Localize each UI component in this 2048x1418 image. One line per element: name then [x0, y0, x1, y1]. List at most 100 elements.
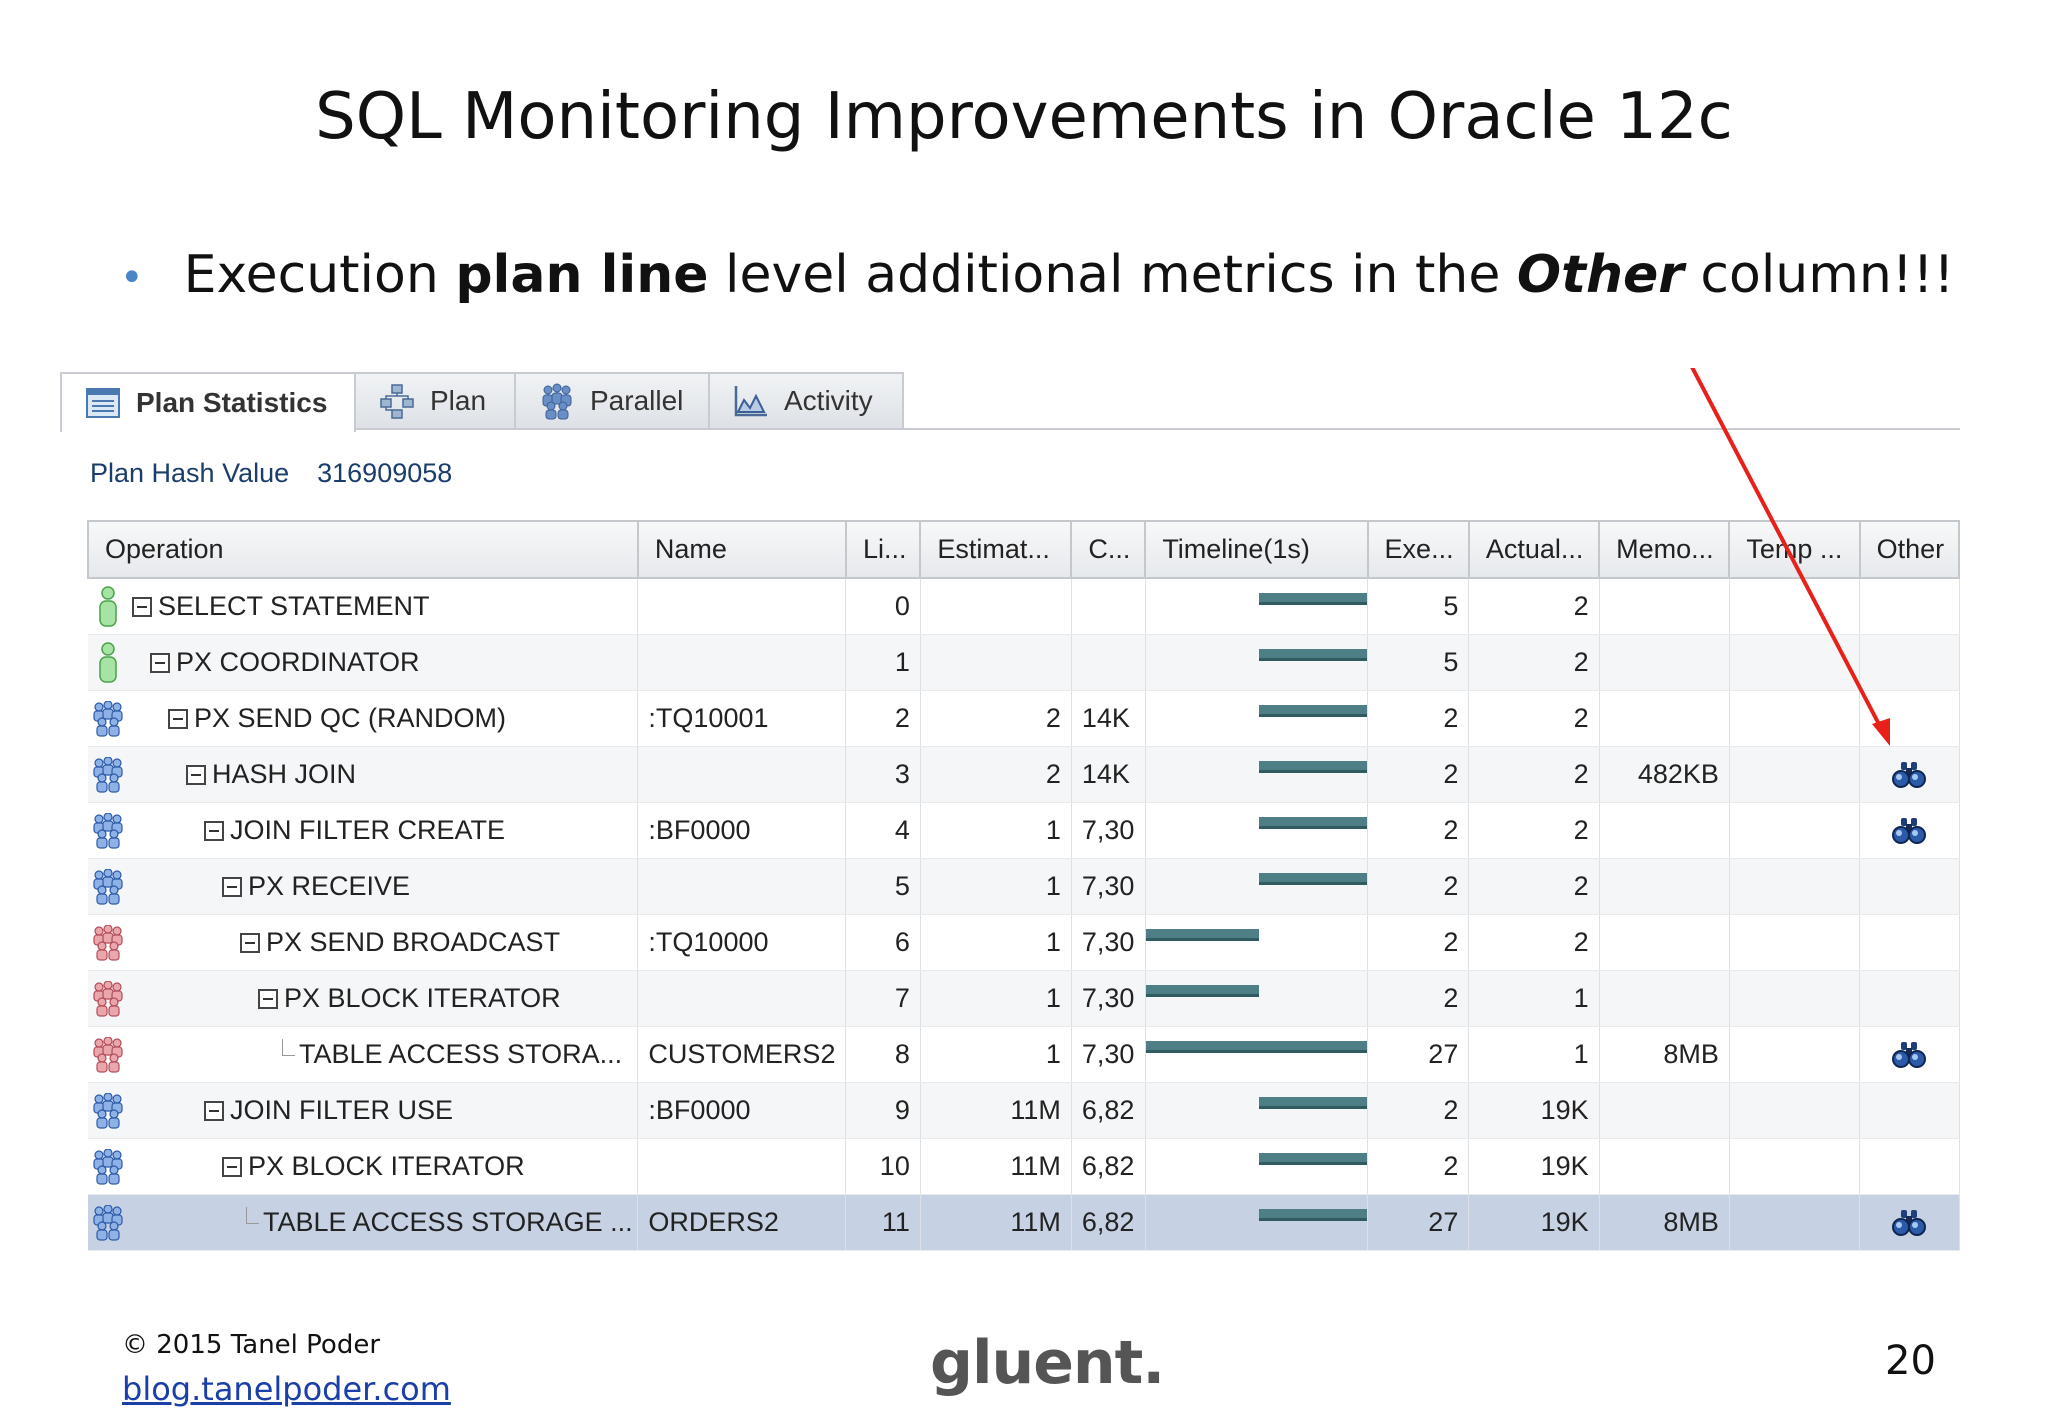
- cell-other[interactable]: [1859, 1026, 1960, 1083]
- tab-activity[interactable]: Activity: [708, 372, 904, 428]
- cell-estimated: 1: [920, 1026, 1072, 1083]
- cell-temp: [1729, 1026, 1861, 1083]
- cell-estimated: 2: [920, 746, 1072, 803]
- cell-memory: 482KB: [1599, 746, 1730, 803]
- cell-cost: 6,82: [1071, 1082, 1146, 1139]
- operation-label: JOIN FILTER CREATE: [230, 815, 506, 845]
- cell-other[interactable]: [1859, 802, 1960, 859]
- cell-operation: JOIN FILTER CREATE: [88, 802, 639, 859]
- consumer-slaves-icon: [93, 700, 123, 737]
- table-row[interactable]: JOIN FILTER CREATE:BF0000 4 1 7,30 2 2: [88, 802, 1960, 859]
- tab-plan-statistics[interactable]: Plan Statistics: [60, 372, 356, 432]
- operation-label: SELECT STATEMENT: [158, 591, 430, 621]
- cell-operation: JOIN FILTER USE: [88, 1082, 639, 1139]
- binoculars-icon[interactable]: [1892, 1208, 1927, 1238]
- cell-other: [1859, 858, 1960, 915]
- tab-parallel[interactable]: Parallel: [514, 372, 710, 428]
- binoculars-icon[interactable]: [1892, 816, 1927, 846]
- cell-temp: [1729, 1138, 1861, 1195]
- col-temp[interactable]: Temp ...: [1728, 520, 1861, 579]
- cell-memory: [1599, 858, 1730, 915]
- cell-other: [1859, 1138, 1960, 1195]
- cell-other[interactable]: [1859, 746, 1960, 803]
- collapse-icon[interactable]: [204, 1100, 224, 1121]
- cell-cost: [1071, 578, 1146, 635]
- producer-slaves-icon: [93, 980, 123, 1017]
- plan-hash: Plan Hash Value 316909058: [90, 458, 452, 489]
- col-estimated[interactable]: Estimat...: [919, 520, 1073, 579]
- table-row[interactable]: PX BLOCK ITERATOR 7 1 7,30 2 1: [88, 970, 1960, 1027]
- cell-name: :TQ10001: [637, 690, 847, 747]
- consumer-slaves-icon: [93, 812, 123, 849]
- cell-name: [637, 970, 847, 1027]
- cell-name: ORDERS2: [637, 1194, 847, 1251]
- red-arrow-annotation: [1690, 368, 1890, 746]
- table-row[interactable]: PX BLOCK ITERATOR 10 11M 6,82 2 19K: [88, 1138, 1960, 1195]
- table-row[interactable]: PX SEND BROADCAST:TQ10000 6 1 7,30 2 2: [88, 914, 1960, 971]
- consumer-slaves-icon: [93, 1148, 123, 1185]
- cell-actual: 2: [1468, 858, 1600, 915]
- operation-label: PX BLOCK ITERATOR: [284, 983, 561, 1013]
- col-timeline[interactable]: Timeline(1s): [1144, 520, 1369, 579]
- cell-executions: 2: [1367, 690, 1470, 747]
- cell-estimated: [920, 578, 1072, 635]
- cell-name: [637, 858, 847, 915]
- table-row[interactable]: SELECT STATEMENT 0 5 2: [88, 578, 1960, 635]
- collapse-icon[interactable]: [204, 820, 224, 841]
- tab-plan[interactable]: Plan: [354, 372, 516, 428]
- col-operation[interactable]: Operation: [87, 520, 639, 579]
- cell-actual: 1: [1468, 970, 1600, 1027]
- collapse-icon[interactable]: [240, 932, 260, 953]
- collapse-icon[interactable]: [258, 988, 278, 1009]
- cell-temp: [1729, 970, 1861, 1027]
- cell-name: [637, 634, 847, 691]
- collapse-icon[interactable]: [150, 652, 170, 673]
- table-row[interactable]: TABLE ACCESS STORA... CUSTOMERS2 8 1 7,30 27 1…: [88, 1026, 1960, 1083]
- table-row[interactable]: TABLE ACCESS STORAGE ... ORDERS2 11 11M 6,82…: [88, 1194, 1960, 1251]
- table-row[interactable]: PX RECEIVE 5 1 7,30 2 2: [88, 858, 1960, 915]
- process-icon: [88, 585, 128, 628]
- collapse-icon[interactable]: [168, 708, 188, 729]
- cell-executions: 5: [1367, 634, 1470, 691]
- binoculars-icon[interactable]: [1892, 1040, 1927, 1070]
- col-executions[interactable]: Exe...: [1366, 520, 1470, 579]
- col-memory[interactable]: Memo...: [1598, 520, 1731, 579]
- col-name[interactable]: Name: [636, 520, 847, 579]
- cell-estimated: 1: [920, 858, 1072, 915]
- operation-label: TABLE ACCESS STORA...: [299, 1039, 623, 1069]
- binoculars-icon[interactable]: [1892, 760, 1927, 790]
- bullet-point: • Execution plan line level additional me…: [120, 245, 1954, 305]
- coordinator-icon: [99, 585, 117, 627]
- cell-name: [637, 746, 847, 803]
- collapse-icon[interactable]: [222, 876, 242, 897]
- col-other[interactable]: Other: [1858, 520, 1960, 579]
- cell-memory: [1599, 970, 1730, 1027]
- table-row[interactable]: HASH JOIN 3 2 14K 2 2 482KB: [88, 746, 1960, 803]
- consumer-slaves-icon: [93, 756, 123, 793]
- cell-cost: [1071, 634, 1146, 691]
- cell-operation: PX BLOCK ITERATOR: [88, 1138, 639, 1195]
- col-actual[interactable]: Actual...: [1467, 520, 1601, 579]
- cell-timeline: [1145, 970, 1369, 1027]
- collapse-icon[interactable]: [222, 1156, 242, 1177]
- cell-actual: 2: [1468, 578, 1600, 635]
- timeline-bar: [1258, 649, 1367, 661]
- cell-memory: [1599, 802, 1730, 859]
- footer-blog-link[interactable]: blog.tanelpoder.com: [122, 1370, 451, 1408]
- table-row[interactable]: PX COORDINATOR 1 5 2: [88, 634, 1960, 691]
- table-row[interactable]: JOIN FILTER USE:BF0000 9 11M 6,82 2 19K: [88, 1082, 1960, 1139]
- timeline-bar: [1145, 1041, 1367, 1053]
- cell-actual: 19K: [1468, 1082, 1600, 1139]
- cell-operation: PX BLOCK ITERATOR: [88, 970, 639, 1027]
- col-cost[interactable]: C...: [1070, 520, 1147, 579]
- cell-operation: TABLE ACCESS STORAGE ...: [88, 1194, 639, 1251]
- col-line[interactable]: Li...: [844, 520, 922, 579]
- cell-actual: 19K: [1468, 1138, 1600, 1195]
- cell-actual: 2: [1468, 914, 1600, 971]
- cell-other[interactable]: [1859, 1194, 1960, 1251]
- cell-temp: [1729, 1194, 1861, 1251]
- timeline-bar: [1145, 929, 1259, 941]
- arrow-head-icon: [1872, 718, 1890, 746]
- collapse-icon[interactable]: [186, 764, 206, 785]
- collapse-icon[interactable]: [132, 596, 152, 617]
